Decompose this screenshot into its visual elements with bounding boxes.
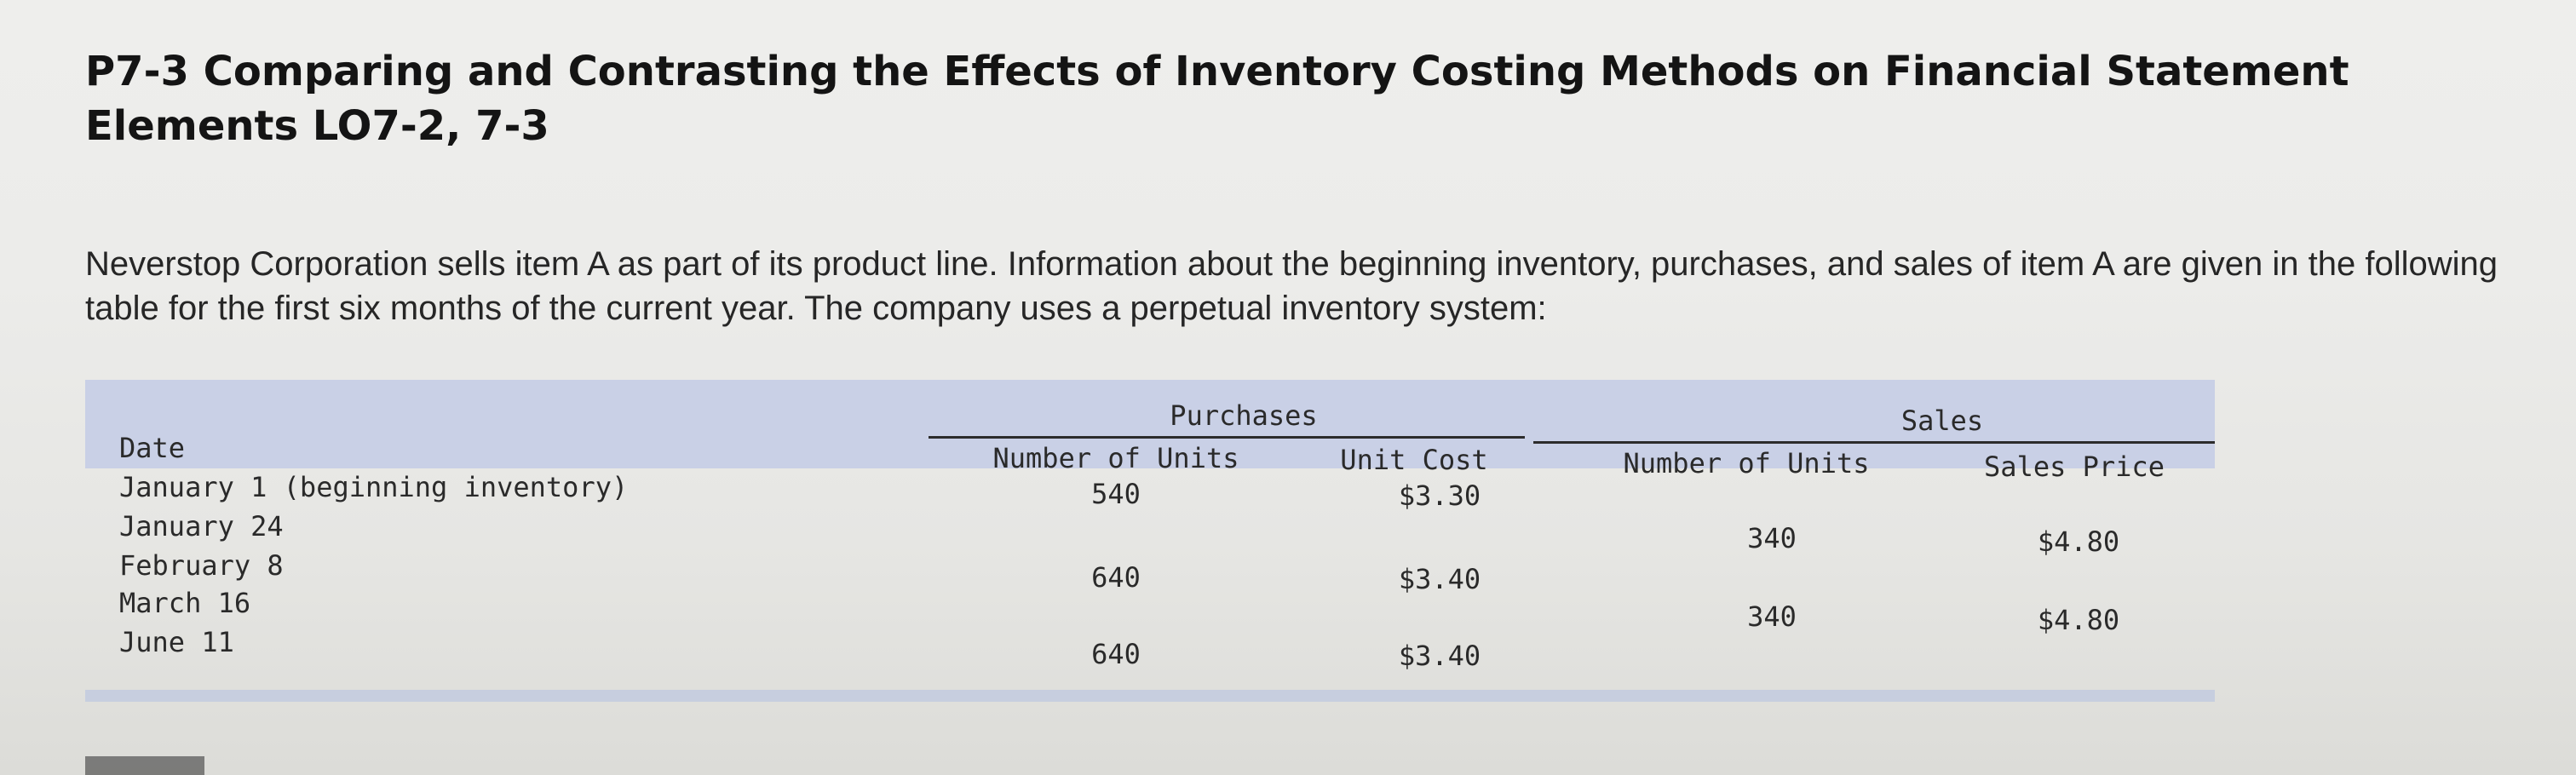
row-sales-price: $4.80 bbox=[2037, 604, 2120, 636]
row-date: January 1 (beginning inventory) bbox=[119, 471, 629, 503]
row-purchase-units: 540 bbox=[1091, 478, 1141, 510]
row-purchase-units: 640 bbox=[1091, 638, 1141, 670]
col-header-date: Date bbox=[119, 432, 186, 464]
col-header-unit-cost: Unit Cost bbox=[1340, 444, 1488, 476]
row-date: January 24 bbox=[119, 510, 284, 542]
row-sales-price: $4.80 bbox=[2037, 525, 2120, 558]
row-sales-units: 340 bbox=[1747, 600, 1797, 633]
row-unit-cost: $3.30 bbox=[1398, 479, 1481, 512]
row-purchase-units: 640 bbox=[1091, 561, 1141, 594]
col-header-sales-price: Sales Price bbox=[1984, 451, 2165, 483]
table-header-band bbox=[85, 380, 2215, 468]
inventory-table: Purchases Sales Date Number of Units Uni… bbox=[85, 380, 2215, 703]
table-bottom-rule bbox=[85, 690, 2215, 702]
cropped-text-fragment bbox=[85, 756, 204, 775]
row-date: June 11 bbox=[119, 626, 234, 658]
problem-title: P7-3 Comparing and Contrasting the Effec… bbox=[85, 48, 2349, 150]
row-date: March 16 bbox=[119, 587, 251, 619]
problem-intro: Neverstop Corporation sells item A as pa… bbox=[85, 245, 2498, 327]
sales-group-header: Sales bbox=[1900, 405, 1984, 437]
row-sales-units: 340 bbox=[1747, 522, 1797, 554]
purchases-group-header: Purchases bbox=[1170, 399, 1318, 432]
row-date: February 8 bbox=[119, 549, 284, 582]
sales-group-rule bbox=[1533, 441, 2215, 444]
row-unit-cost: $3.40 bbox=[1398, 563, 1481, 595]
col-header-purchase-units: Number of Units bbox=[992, 442, 1239, 474]
col-header-sales-units: Number of Units bbox=[1623, 447, 1870, 479]
purchases-group-rule bbox=[929, 436, 1525, 439]
row-unit-cost: $3.40 bbox=[1398, 640, 1481, 672]
